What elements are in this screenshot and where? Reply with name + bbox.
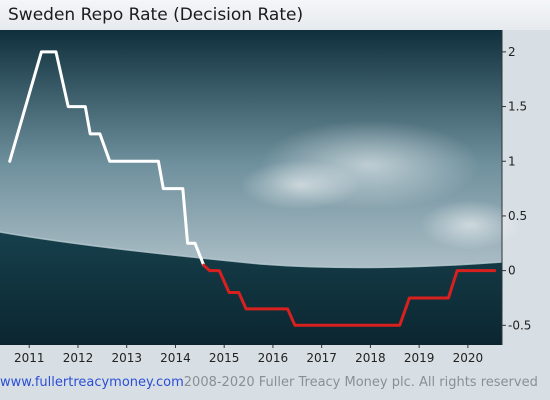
y-tick-label: 0: [508, 264, 516, 278]
series-line-2: [202, 263, 497, 327]
x-tick-label: 2020: [453, 351, 484, 365]
x-tick-label: 2012: [63, 351, 94, 365]
x-tick-label: 2015: [209, 351, 240, 365]
y-tick-label: 1: [508, 154, 516, 168]
cloud: [240, 160, 360, 210]
background-photo: [0, 30, 520, 345]
x-tick-label: 2017: [306, 351, 337, 365]
x-tick-label: 2014: [160, 351, 191, 365]
y-tick-label: -0.5: [508, 318, 531, 332]
wave-crest: [0, 231, 503, 269]
x-axis: 2011 2012 2013 2014 2015 2016 2017 2018 2019 2020: [14, 345, 483, 365]
footer: www.fullertreacymoney.com2008-2020 Fulle…: [0, 375, 550, 397]
cloud: [420, 200, 520, 250]
y-tick-label: 0.5: [508, 209, 527, 223]
series-line-1: [8, 50, 206, 267]
sea: [0, 232, 502, 345]
series-layer: [8, 50, 497, 327]
chart-title: Sweden Repo Rate (Decision Rate): [8, 5, 304, 25]
x-tick-label: 2013: [111, 351, 142, 365]
title-bar: Sweden Repo Rate (Decision Rate): [0, 0, 550, 30]
website-link[interactable]: www.fullertreacymoney.com: [0, 375, 184, 390]
x-tick-label: 2018: [355, 351, 386, 365]
y-tick-label: 1.5: [508, 100, 527, 114]
x-tick-label: 2019: [404, 351, 435, 365]
y-axis: 2 1.5 1 0.5 0 -0.5: [501, 30, 531, 345]
x-tick-label: 2016: [258, 351, 289, 365]
copyright-text: 2008-2020 Fuller Treacy Money plc. All r…: [183, 375, 538, 390]
x-tick-label: 2011: [14, 351, 45, 365]
y-tick-label: 2: [508, 45, 516, 59]
